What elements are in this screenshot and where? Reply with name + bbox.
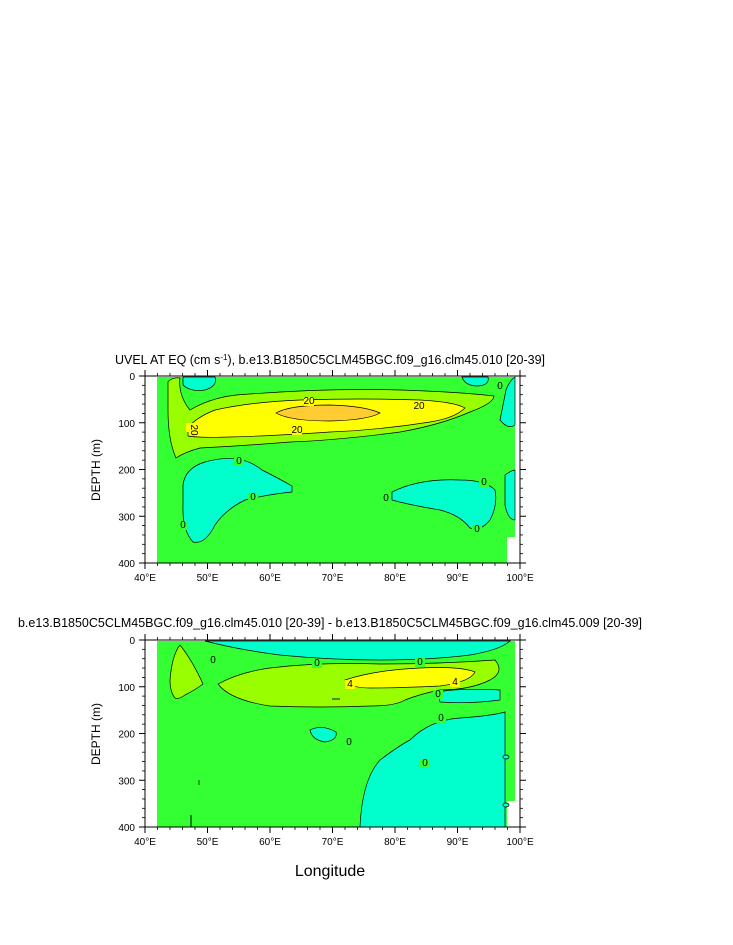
y-tick-label: 200 xyxy=(118,730,135,741)
p2-negative-se xyxy=(359,711,506,828)
contour-label-bg xyxy=(436,714,446,723)
p2-negative-spot-3 xyxy=(502,802,510,808)
contour-label-bg xyxy=(420,759,430,768)
p1-land xyxy=(507,537,520,563)
x-tick-label: 40°E xyxy=(134,837,156,848)
contour-label-bg xyxy=(433,690,443,699)
contour-label-bg xyxy=(248,493,258,502)
p1-negative-sw xyxy=(182,458,293,543)
x-tick-label: 100°E xyxy=(506,573,534,584)
p1-negative-se xyxy=(391,479,497,530)
contour-label-bg xyxy=(292,426,302,435)
contour-label: 0 xyxy=(210,655,216,666)
x-tick-label: 70°E xyxy=(322,837,344,848)
contour-label-bg xyxy=(312,659,322,668)
x-tick-label: 40°E xyxy=(134,573,156,584)
contour-label: 0 xyxy=(250,492,256,503)
x-tick-label: 80°E xyxy=(384,837,406,848)
p2-band-high xyxy=(344,667,476,689)
y-tick-label: 100 xyxy=(118,419,135,430)
y-tick-label: 300 xyxy=(118,776,135,787)
x-tick-label: 70°E xyxy=(322,573,344,584)
contour-label: 20 xyxy=(413,401,425,412)
contour-label-bg xyxy=(472,525,482,534)
contour-label: 0 xyxy=(481,477,487,488)
contour-label: 0 xyxy=(435,689,441,700)
panel-1-ylabel: DEPTH (m) xyxy=(89,439,103,501)
contour-label-bg xyxy=(344,738,354,747)
contour-label: 0 xyxy=(236,456,242,467)
x-tick-label: 50°E xyxy=(197,573,219,584)
panel-1-title: UVEL AT EQ (cm s-1), b.e13.B1850C5CLM45B… xyxy=(115,353,545,367)
p1-negative-east-deep xyxy=(504,469,516,521)
x-tick-label: 90°E xyxy=(447,837,469,848)
panel-1: UVEL AT EQ (cm s-1), b.e13.B1850C5CLM45B… xyxy=(89,353,545,584)
contour-label: 20 xyxy=(291,425,303,436)
contour-label: 0 xyxy=(474,524,480,535)
p2-fill-base-east xyxy=(507,641,515,801)
contour-label-bg xyxy=(234,457,244,466)
contour-label: 0 xyxy=(346,737,352,748)
contour-label-bg xyxy=(479,478,489,487)
p1-negative-ne xyxy=(461,376,489,387)
contour-label: 20 xyxy=(303,396,315,407)
y-tick-label: 100 xyxy=(118,683,135,694)
p1-negative-east xyxy=(499,376,516,427)
contour-label: 4 xyxy=(452,677,458,688)
contour-label-bg xyxy=(345,680,355,689)
contour-label-bg xyxy=(495,382,505,391)
panel-2-title: b.e13.B1850C5CLM45BGC.f09_g16.clm45.010 … xyxy=(18,616,642,630)
contour-label: 0 xyxy=(180,520,186,531)
p2-negative-top xyxy=(204,640,511,661)
x-tick-label: 90°E xyxy=(447,573,469,584)
contour-label-bg xyxy=(208,656,218,665)
contour-label-bg xyxy=(381,494,391,503)
contour-label: 4 xyxy=(347,679,353,690)
contour-label: 0 xyxy=(438,713,444,724)
contour-label: 0 xyxy=(314,658,320,669)
x-tick-label: 80°E xyxy=(384,573,406,584)
y-tick-label: 400 xyxy=(118,823,135,834)
x-tick-label: 100°E xyxy=(506,837,534,848)
p2-land xyxy=(507,801,520,827)
y-tick-label: 0 xyxy=(129,636,135,647)
y-tick-label: 200 xyxy=(118,466,135,477)
y-tick-label: 300 xyxy=(118,512,135,523)
contour-label: 0 xyxy=(422,758,428,769)
contour-label: 0 xyxy=(497,381,503,392)
x-tick-label: 60°E xyxy=(259,573,281,584)
y-tick-label: 400 xyxy=(118,559,135,570)
panel-2-xlabel: Longitude xyxy=(295,863,365,880)
contour-label-bg xyxy=(414,402,424,411)
p2-negative-mid xyxy=(437,688,501,704)
x-tick-label: 60°E xyxy=(259,837,281,848)
p2-negative-spot-2 xyxy=(502,754,510,760)
contour-label: 0 xyxy=(383,493,389,504)
contour-label: 20 xyxy=(188,424,199,436)
contour-label-bg xyxy=(178,521,188,530)
y-tick-label: 0 xyxy=(129,372,135,383)
x-tick-label: 50°E xyxy=(197,837,219,848)
panel-2: b.e13.B1850C5CLM45BGC.f09_g16.clm45.010 … xyxy=(18,616,642,880)
contour-label-bg xyxy=(186,423,196,432)
contour-label-bg xyxy=(304,397,314,406)
contour-label-bg xyxy=(450,678,460,687)
p2-negative-small xyxy=(309,727,337,743)
p1-negative-nw xyxy=(182,376,216,391)
p1-fill-base-east xyxy=(507,377,515,537)
contour-label: 0 xyxy=(417,657,423,668)
p2-band-west xyxy=(169,644,204,699)
contour-label-bg xyxy=(415,658,425,667)
panel-2-ylabel: DEPTH (m) xyxy=(89,703,103,765)
